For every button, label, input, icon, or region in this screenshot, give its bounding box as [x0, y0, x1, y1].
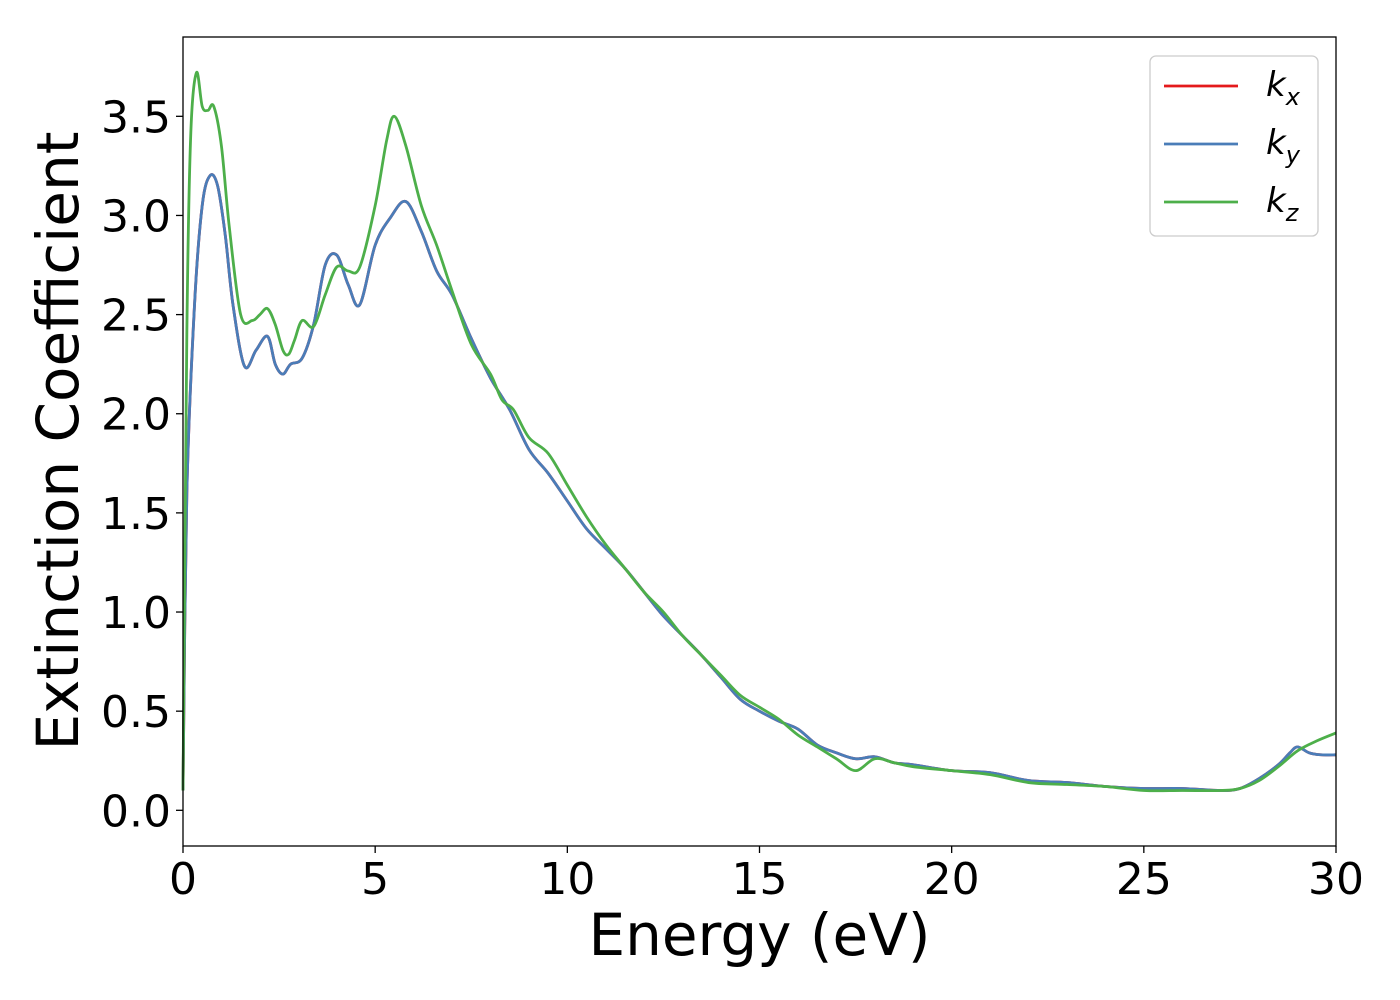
x-axis-title: Energy (eV) [588, 901, 930, 969]
x-tick-label: 15 [732, 854, 788, 905]
y-tick-label: 3.5 [101, 92, 171, 143]
x-tick-label: 20 [924, 854, 980, 905]
y-tick-label: 0.0 [101, 786, 171, 837]
y-tick-label: 1.5 [101, 489, 171, 540]
y-tick-label: 2.5 [101, 291, 171, 342]
x-axis: 0 5 10 15 20 25 30 [169, 846, 1364, 905]
x-tick-label: 25 [1116, 854, 1172, 905]
y-tick-label: 1.0 [101, 588, 171, 639]
x-tick-label: 0 [169, 854, 197, 905]
y-tick-label: 2.0 [101, 390, 171, 441]
y-tick-label: 0.5 [101, 687, 171, 738]
y-tick-label: 3.0 [101, 191, 171, 242]
legend-label-kz: kz [1266, 181, 1300, 227]
y-axis-title: Extinction Coefficient [24, 132, 92, 751]
plot-lines [181, 71, 1337, 793]
x-tick-label: 30 [1308, 854, 1364, 905]
legend-box [1149, 55, 1319, 237]
legend-label-kx: kx [1266, 65, 1301, 111]
legend-label-ky: ky [1266, 123, 1301, 169]
x-tick-label: 10 [539, 854, 595, 905]
x-tick-label: 5 [361, 854, 389, 905]
legend: kx ky kz [1149, 55, 1319, 237]
y-axis: 0.0 0.5 1.0 1.5 2.0 2.5 3.0 3.5 [101, 92, 183, 837]
series-line-kz [181, 71, 1337, 793]
